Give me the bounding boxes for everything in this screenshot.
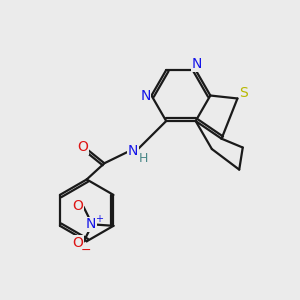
Text: N: N	[192, 57, 202, 71]
Text: O: O	[73, 236, 84, 250]
Text: N: N	[85, 217, 96, 231]
Text: N: N	[128, 144, 138, 158]
Text: H: H	[139, 152, 148, 165]
Text: O: O	[73, 199, 84, 213]
Text: O: O	[77, 140, 88, 154]
Text: N: N	[140, 88, 151, 103]
Text: S: S	[240, 86, 248, 100]
Text: −: −	[80, 244, 91, 257]
Text: +: +	[95, 214, 103, 224]
